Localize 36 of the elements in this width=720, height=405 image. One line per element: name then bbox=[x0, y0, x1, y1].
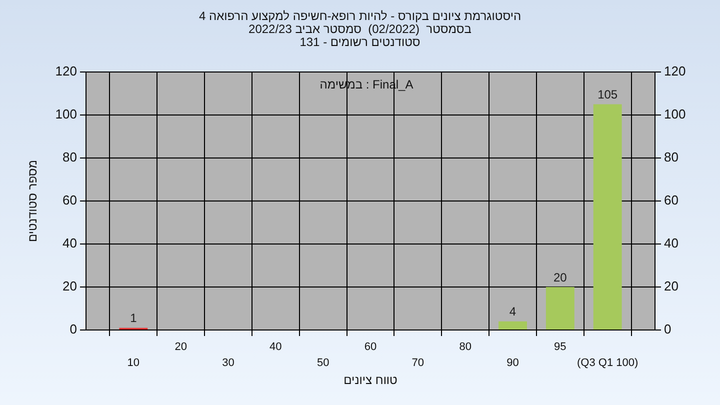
x-axis-title: טווח ציונים bbox=[344, 373, 398, 388]
y-tick-label: 20 bbox=[62, 278, 77, 294]
y-tick-label: 40 bbox=[62, 236, 77, 251]
x-tick-label: 20 bbox=[174, 341, 187, 354]
data-label: 20 bbox=[553, 270, 568, 284]
data-label: 105 bbox=[598, 88, 618, 102]
y-axis-title: מספר סטודנטים bbox=[26, 160, 40, 242]
x-tick-label: 10 bbox=[127, 356, 140, 369]
y-tick-label: 80 bbox=[62, 150, 77, 165]
x-tick-label: 40 bbox=[270, 341, 282, 354]
y2-tick-label: 80 bbox=[664, 150, 678, 165]
y2-tick-label: 0 bbox=[664, 322, 672, 337]
bar bbox=[498, 321, 527, 330]
x-tick-label: 70 bbox=[412, 356, 424, 369]
chart-subtitle: בסמסטר (02/2022) סמסטר אביב 2022/23 סטודנטים רשומים - 131 bbox=[248, 22, 472, 49]
x-tick-label: 60 bbox=[364, 341, 377, 354]
y-tick-label: 100 bbox=[55, 106, 77, 122]
data-label: 4 bbox=[509, 304, 516, 319]
x-tick-label: 50 bbox=[316, 356, 330, 369]
y2-tick-label: 100 bbox=[664, 106, 686, 122]
y2-tick-label: 20 bbox=[664, 278, 678, 294]
y2-tick-label: 40 bbox=[664, 236, 678, 251]
x-tick-label: 80 bbox=[459, 341, 472, 354]
bar bbox=[546, 287, 574, 330]
data-label: 1 bbox=[130, 311, 138, 326]
bar bbox=[593, 104, 622, 330]
y-tick-label: 60 bbox=[62, 192, 77, 208]
chart-title: היסטוגרמת ציונים בקורס - להיות רופא-חשיפה למקצוע הרפואה 4 bbox=[198, 9, 522, 23]
y2-tick-label: 60 bbox=[664, 192, 678, 208]
x-tick-label: 30 bbox=[222, 356, 234, 369]
x-tick-label: (Q3 Q1 100) bbox=[577, 356, 638, 369]
x-tick-label: 90 bbox=[506, 356, 519, 369]
x-tick-label: 95 bbox=[554, 341, 566, 354]
y-tick-label: 0 bbox=[70, 322, 77, 337]
y-tick-label: 120 bbox=[55, 64, 77, 79]
y2-tick-label: 120 bbox=[664, 64, 686, 79]
